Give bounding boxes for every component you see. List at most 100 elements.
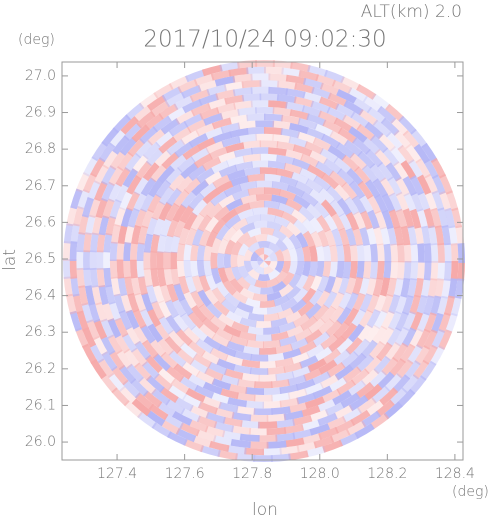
- radar-cell: [212, 174, 231, 189]
- radar-cell: [305, 178, 324, 194]
- radar-cell: [335, 261, 345, 279]
- radar-cell: [147, 193, 162, 213]
- radar-cell: [312, 331, 331, 348]
- radar-cell: [126, 363, 144, 383]
- radar-cell: [318, 110, 338, 125]
- radar-cell: [439, 173, 453, 195]
- radar-cell: [157, 234, 167, 253]
- radar-cell: [281, 261, 291, 274]
- radar-cell: [352, 276, 364, 296]
- radar-cell: [127, 138, 146, 157]
- radar-cell: [133, 192, 148, 212]
- radar-cell: [272, 120, 292, 130]
- radar-cell: [197, 214, 212, 232]
- radar-cell: [321, 172, 339, 190]
- radar-cell: [130, 378, 149, 397]
- radar-cell: [322, 119, 343, 135]
- radar-cell: [188, 133, 209, 148]
- radar-cell: [278, 189, 297, 201]
- radar-cell: [264, 187, 282, 196]
- radar-cell: [351, 97, 373, 114]
- radar-cell: [235, 405, 256, 415]
- radar-cell: [179, 298, 194, 317]
- radar-cell: [223, 324, 242, 338]
- radar-cell: [89, 267, 99, 288]
- radar-cell: [260, 227, 275, 236]
- radar-cell: [381, 193, 396, 213]
- radar-cell: [414, 278, 424, 298]
- radar-cell: [121, 333, 138, 353]
- radar-cell: [395, 191, 410, 212]
- radar-cell: [268, 86, 289, 96]
- radar-cell: [387, 226, 397, 246]
- radar-cell: [239, 222, 256, 235]
- radar-cell: [403, 243, 412, 263]
- radar-cell: [331, 79, 353, 94]
- radar-cell: [134, 362, 152, 381]
- radar-cell: [333, 117, 354, 133]
- radar-cell: [172, 411, 193, 426]
- radar-cell: [204, 170, 223, 186]
- radar-cell: [131, 154, 149, 174]
- radar-cell: [455, 225, 465, 246]
- radar-cell: [82, 327, 97, 348]
- radar-cell: [275, 168, 294, 179]
- radar-cell: [186, 118, 207, 134]
- radar-cell: [271, 379, 290, 389]
- radar-cell: [280, 297, 298, 312]
- radar-cell: [246, 326, 264, 335]
- radar-cell: [290, 171, 310, 185]
- radar-cell: [175, 428, 197, 443]
- radar-cell: [159, 218, 172, 237]
- radar-cell: [297, 301, 315, 317]
- radar-cell: [146, 375, 165, 393]
- radar-cell: [361, 164, 379, 184]
- altitude-label: ALT(km) 2.0: [361, 2, 462, 22]
- radar-cell: [131, 124, 150, 143]
- radar-cell: [108, 182, 123, 203]
- radar-cell: [95, 197, 108, 219]
- radar-cell: [73, 206, 85, 227]
- radar-cell: [110, 276, 121, 297]
- radar-cell: [342, 244, 352, 262]
- radar-cell: [129, 259, 138, 279]
- radar-cell: [163, 234, 174, 253]
- radar-cell: [151, 422, 172, 438]
- radar-cell: [431, 328, 446, 350]
- radar-cell: [211, 237, 222, 254]
- radar-cell: [379, 177, 396, 197]
- radar-cell: [153, 83, 174, 99]
- radar-cell: [445, 190, 459, 212]
- radar-cell: [403, 360, 421, 380]
- radar-cell: [318, 426, 339, 440]
- radar-cell: [131, 276, 141, 296]
- radar-cell: [119, 136, 138, 156]
- radar-cell: [134, 392, 155, 411]
- radar-cell: [444, 242, 452, 263]
- radar-cell: [287, 374, 307, 386]
- radar-cell: [308, 317, 326, 334]
- radar-cell: [307, 358, 327, 373]
- radar-cell: [198, 303, 215, 321]
- radar-cell: [434, 225, 445, 246]
- radar-cell: [335, 103, 356, 119]
- radar-cell: [259, 261, 264, 268]
- radar-cell: [111, 387, 130, 407]
- radar-cell: [326, 362, 346, 378]
- radar-cell: [230, 439, 251, 449]
- radar-cell: [179, 342, 198, 360]
- radar-cell: [232, 364, 252, 375]
- radar-cell: [328, 335, 347, 353]
- radar-cell: [192, 435, 213, 448]
- radar-cell: [101, 181, 115, 202]
- radar-cell: [254, 247, 265, 257]
- radar-cell: [131, 225, 142, 245]
- radar-cell: [305, 203, 323, 220]
- radar-cell: [321, 388, 342, 404]
- radar-cell: [379, 387, 399, 406]
- radar-cell: [246, 126, 266, 135]
- radar-cell: [191, 305, 208, 323]
- radar-cell: [190, 290, 205, 309]
- radar-cell: [279, 384, 299, 394]
- radar-cell: [348, 180, 366, 200]
